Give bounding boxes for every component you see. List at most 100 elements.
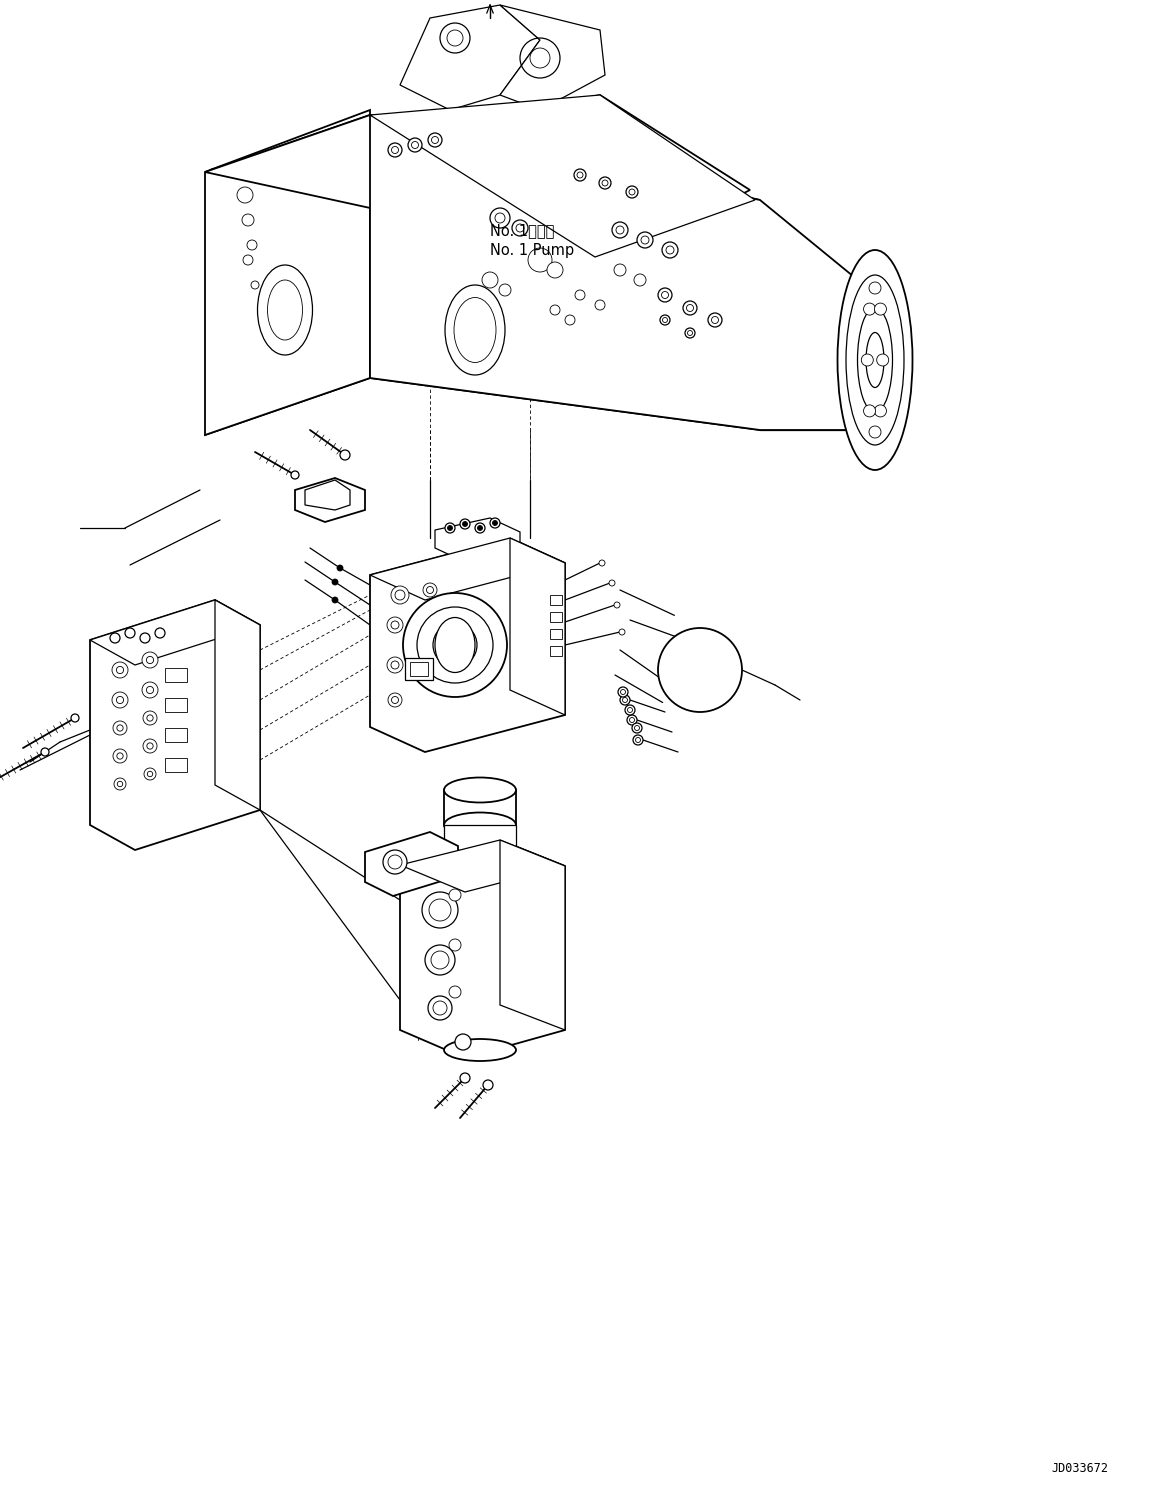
Circle shape bbox=[595, 300, 605, 310]
Circle shape bbox=[243, 255, 253, 265]
Circle shape bbox=[627, 716, 638, 725]
Bar bbox=[165, 668, 187, 681]
Circle shape bbox=[547, 262, 562, 277]
Polygon shape bbox=[444, 825, 516, 850]
Circle shape bbox=[634, 726, 640, 731]
Circle shape bbox=[340, 450, 350, 461]
Circle shape bbox=[429, 996, 452, 1020]
Polygon shape bbox=[210, 95, 750, 270]
Circle shape bbox=[609, 580, 614, 586]
Circle shape bbox=[431, 951, 449, 969]
Circle shape bbox=[528, 248, 552, 271]
Circle shape bbox=[869, 426, 881, 438]
Circle shape bbox=[331, 596, 338, 602]
Polygon shape bbox=[204, 115, 760, 256]
Circle shape bbox=[337, 565, 343, 571]
Circle shape bbox=[499, 283, 511, 297]
Circle shape bbox=[629, 717, 634, 723]
Circle shape bbox=[408, 139, 422, 152]
Polygon shape bbox=[435, 517, 520, 562]
Ellipse shape bbox=[857, 307, 893, 413]
Circle shape bbox=[623, 698, 627, 702]
Ellipse shape bbox=[837, 250, 912, 470]
Circle shape bbox=[864, 303, 875, 315]
Circle shape bbox=[626, 186, 638, 198]
Polygon shape bbox=[365, 832, 459, 896]
Circle shape bbox=[599, 177, 611, 189]
Circle shape bbox=[118, 781, 122, 787]
Circle shape bbox=[445, 523, 455, 532]
Bar bbox=[550, 629, 562, 640]
Circle shape bbox=[575, 291, 584, 300]
Circle shape bbox=[462, 522, 468, 526]
Circle shape bbox=[395, 590, 405, 599]
Circle shape bbox=[113, 722, 127, 735]
Circle shape bbox=[392, 146, 398, 154]
Circle shape bbox=[117, 725, 124, 731]
Circle shape bbox=[633, 735, 643, 746]
Circle shape bbox=[634, 274, 646, 286]
Polygon shape bbox=[90, 599, 260, 665]
Circle shape bbox=[70, 714, 79, 722]
Circle shape bbox=[392, 696, 398, 704]
Ellipse shape bbox=[258, 265, 313, 355]
Circle shape bbox=[490, 209, 511, 228]
Polygon shape bbox=[511, 538, 565, 716]
Polygon shape bbox=[204, 115, 370, 435]
Ellipse shape bbox=[454, 298, 495, 362]
Circle shape bbox=[237, 186, 253, 203]
Circle shape bbox=[147, 686, 154, 693]
Polygon shape bbox=[370, 115, 870, 429]
Circle shape bbox=[392, 620, 398, 629]
Circle shape bbox=[392, 586, 409, 604]
Circle shape bbox=[635, 738, 641, 743]
Circle shape bbox=[247, 240, 258, 250]
Circle shape bbox=[291, 471, 299, 479]
Circle shape bbox=[687, 331, 693, 335]
Circle shape bbox=[423, 583, 437, 596]
Circle shape bbox=[383, 850, 407, 874]
Ellipse shape bbox=[444, 813, 516, 838]
Circle shape bbox=[565, 315, 575, 325]
Circle shape bbox=[331, 579, 338, 584]
Bar bbox=[550, 595, 562, 605]
Circle shape bbox=[117, 753, 124, 759]
Circle shape bbox=[147, 714, 154, 722]
Circle shape bbox=[403, 593, 507, 696]
Circle shape bbox=[683, 301, 696, 315]
Circle shape bbox=[512, 221, 528, 236]
Polygon shape bbox=[215, 599, 260, 810]
Bar bbox=[165, 757, 187, 772]
Ellipse shape bbox=[444, 1039, 516, 1062]
Circle shape bbox=[449, 939, 461, 951]
Circle shape bbox=[662, 242, 678, 258]
Polygon shape bbox=[305, 480, 350, 510]
Circle shape bbox=[658, 628, 742, 713]
Circle shape bbox=[460, 519, 470, 529]
Circle shape bbox=[612, 222, 628, 239]
Circle shape bbox=[147, 743, 154, 748]
Circle shape bbox=[483, 1079, 493, 1090]
Circle shape bbox=[632, 723, 642, 734]
Circle shape bbox=[113, 748, 127, 763]
Circle shape bbox=[869, 282, 881, 294]
Circle shape bbox=[711, 316, 718, 324]
Text: No. 1 Pump: No. 1 Pump bbox=[490, 243, 574, 258]
Bar bbox=[0, 0, 1155, 491]
Polygon shape bbox=[370, 95, 755, 256]
Ellipse shape bbox=[845, 274, 904, 444]
Circle shape bbox=[117, 666, 124, 674]
Circle shape bbox=[142, 681, 158, 698]
Circle shape bbox=[243, 215, 254, 227]
Circle shape bbox=[616, 227, 624, 234]
Circle shape bbox=[449, 986, 461, 997]
Circle shape bbox=[619, 629, 625, 635]
Circle shape bbox=[140, 634, 150, 643]
Circle shape bbox=[142, 652, 158, 668]
Circle shape bbox=[40, 748, 49, 756]
Circle shape bbox=[614, 602, 620, 608]
Polygon shape bbox=[500, 4, 605, 110]
Circle shape bbox=[685, 328, 695, 338]
Circle shape bbox=[550, 306, 560, 315]
Circle shape bbox=[627, 708, 633, 713]
